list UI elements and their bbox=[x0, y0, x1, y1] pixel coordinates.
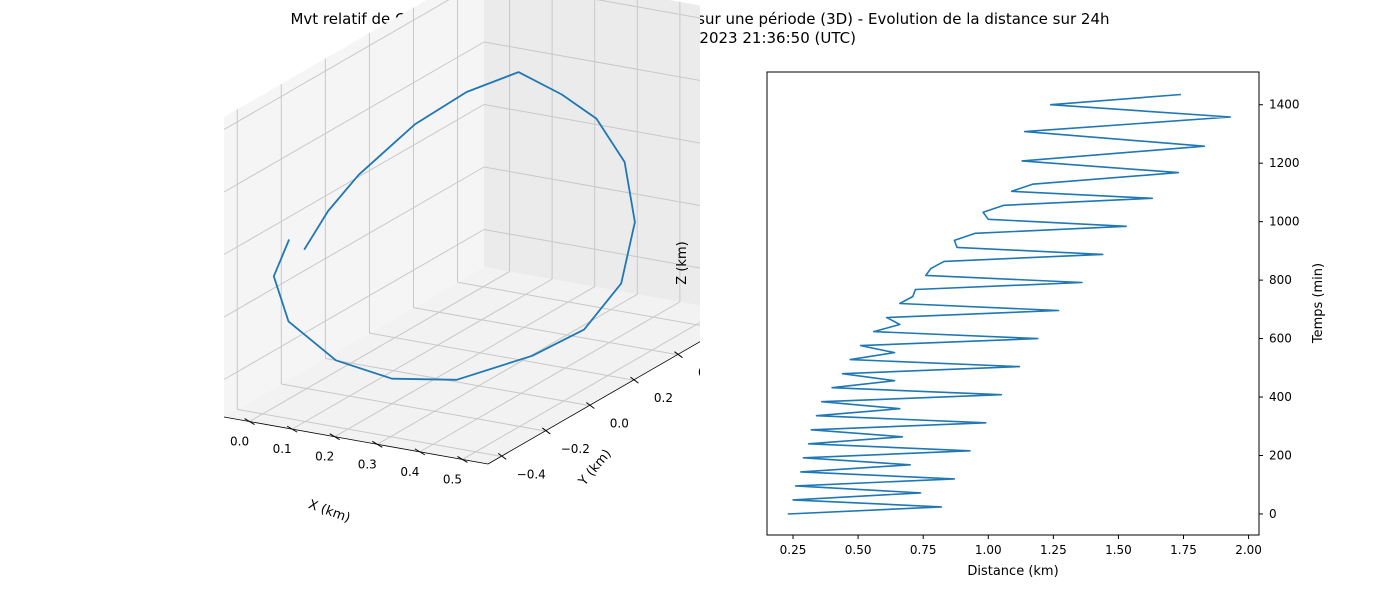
pane-back bbox=[484, 0, 700, 306]
y-tick-mark-3d bbox=[674, 351, 683, 359]
x-tick-label: 2.00 bbox=[1235, 543, 1262, 557]
y-tick-label-3d: 0.4 bbox=[698, 366, 700, 380]
grid-line bbox=[291, 278, 553, 430]
grid-line bbox=[596, 0, 700, 19]
x-tick-mark-3d bbox=[329, 433, 340, 441]
x-tick-mark-3d bbox=[372, 440, 383, 448]
series-distance bbox=[787, 93, 1232, 515]
x-tick-label: 1.25 bbox=[1040, 543, 1067, 557]
x-axis-label-right: Distance (km) bbox=[967, 564, 1058, 579]
grid-line bbox=[483, 41, 700, 81]
grid-3d bbox=[223, 0, 700, 460]
grid-line bbox=[377, 293, 638, 445]
grid-line bbox=[457, 281, 700, 326]
trajectory-line bbox=[272, 71, 636, 381]
grid-line bbox=[483, 229, 700, 269]
x-tick-label-3d: 0.0 bbox=[230, 435, 249, 449]
grid-line bbox=[223, 0, 450, 130]
x-tick-label: 0.75 bbox=[910, 543, 937, 557]
y-axis-line bbox=[487, 341, 700, 465]
x-tick-label-3d: 0.4 bbox=[400, 465, 419, 479]
plot-frame bbox=[766, 71, 1260, 536]
y-tick-mark-3d bbox=[630, 376, 639, 384]
grid-line bbox=[462, 321, 700, 460]
y-tick-label: 800 bbox=[1269, 273, 1292, 287]
x-tick-label: 1.75 bbox=[1170, 543, 1197, 557]
y-tick-label-3d: −0.2 bbox=[561, 442, 590, 456]
y-tick-mark-3d bbox=[586, 402, 595, 409]
grid-line bbox=[325, 358, 590, 407]
y-tick-label-3d: 0.2 bbox=[654, 391, 673, 405]
grid-line bbox=[223, 166, 485, 318]
grid-line bbox=[483, 104, 700, 144]
grid-line bbox=[223, 41, 485, 193]
back-pane bbox=[484, 0, 700, 306]
pane-left bbox=[224, 0, 484, 417]
y-tick-label: 200 bbox=[1269, 448, 1292, 462]
series-3d bbox=[272, 71, 636, 381]
x-tick-label: 0.25 bbox=[780, 543, 807, 557]
grid-line bbox=[237, 408, 502, 457]
x-tick-mark-3d bbox=[286, 425, 298, 433]
grid-line bbox=[334, 286, 595, 438]
x-tick-mark-3d bbox=[414, 448, 426, 456]
y-tick-mark-3d bbox=[497, 452, 507, 460]
x-tick-mark-3d bbox=[244, 418, 255, 425]
y-tick-label: 1000 bbox=[1269, 215, 1300, 229]
x-tick-label-3d: 0.5 bbox=[443, 472, 462, 486]
y-tick-label: 0 bbox=[1269, 507, 1277, 521]
axes-3d: 0.00.10.20.30.40.5−0.4−0.20.00.20.40.60.… bbox=[223, 341, 700, 486]
y-tick-label: 1400 bbox=[1269, 98, 1300, 112]
y-tick-label: 1200 bbox=[1269, 156, 1300, 170]
x-tick-label-3d: 0.1 bbox=[273, 442, 292, 456]
x-ticks: 0.25 0.50 0.75 1.00 1.25 1.50 1.75 2.00 bbox=[780, 535, 1262, 557]
grid-line bbox=[413, 307, 678, 356]
y-tick-label-3d: 0.0 bbox=[610, 417, 629, 431]
x-tick-mark-3d bbox=[457, 456, 468, 463]
x-tick-label-3d: 0.2 bbox=[315, 450, 334, 464]
x-tick-label-3d: 0.3 bbox=[358, 457, 377, 471]
y-tick-label: 400 bbox=[1269, 390, 1292, 404]
x-axis-label: X (km) bbox=[306, 497, 352, 526]
y-tick-mark-3d bbox=[541, 427, 551, 435]
y-axis-label-right: Temps (min) bbox=[1311, 263, 1326, 344]
grid-line bbox=[249, 271, 510, 422]
grid-line bbox=[281, 383, 546, 432]
floor-pane bbox=[224, 267, 700, 464]
distance-line bbox=[787, 93, 1232, 515]
y-ticks: 0 200 400 600 800 1000 1200 1400 bbox=[1259, 98, 1300, 521]
pane-floor bbox=[224, 267, 700, 464]
chart-3d-trajectory: 0.00.10.20.30.40.5−0.4−0.20.00.20.40.60.… bbox=[223, 0, 700, 526]
grid-line bbox=[369, 332, 634, 381]
grid-line bbox=[419, 301, 681, 453]
grid-line bbox=[483, 166, 700, 206]
x-tick-label: 1.00 bbox=[975, 543, 1002, 557]
x-tick-label: 0.50 bbox=[845, 543, 872, 557]
x-tick-label: 1.50 bbox=[1105, 543, 1132, 557]
grid-line bbox=[223, 229, 485, 380]
side-pane bbox=[224, 0, 484, 417]
y-tick-label: 600 bbox=[1269, 332, 1292, 346]
z-axis-label: Z (km) bbox=[675, 241, 690, 284]
y-tick-label-3d: −0.4 bbox=[517, 467, 546, 481]
x-axis-line bbox=[223, 416, 489, 465]
